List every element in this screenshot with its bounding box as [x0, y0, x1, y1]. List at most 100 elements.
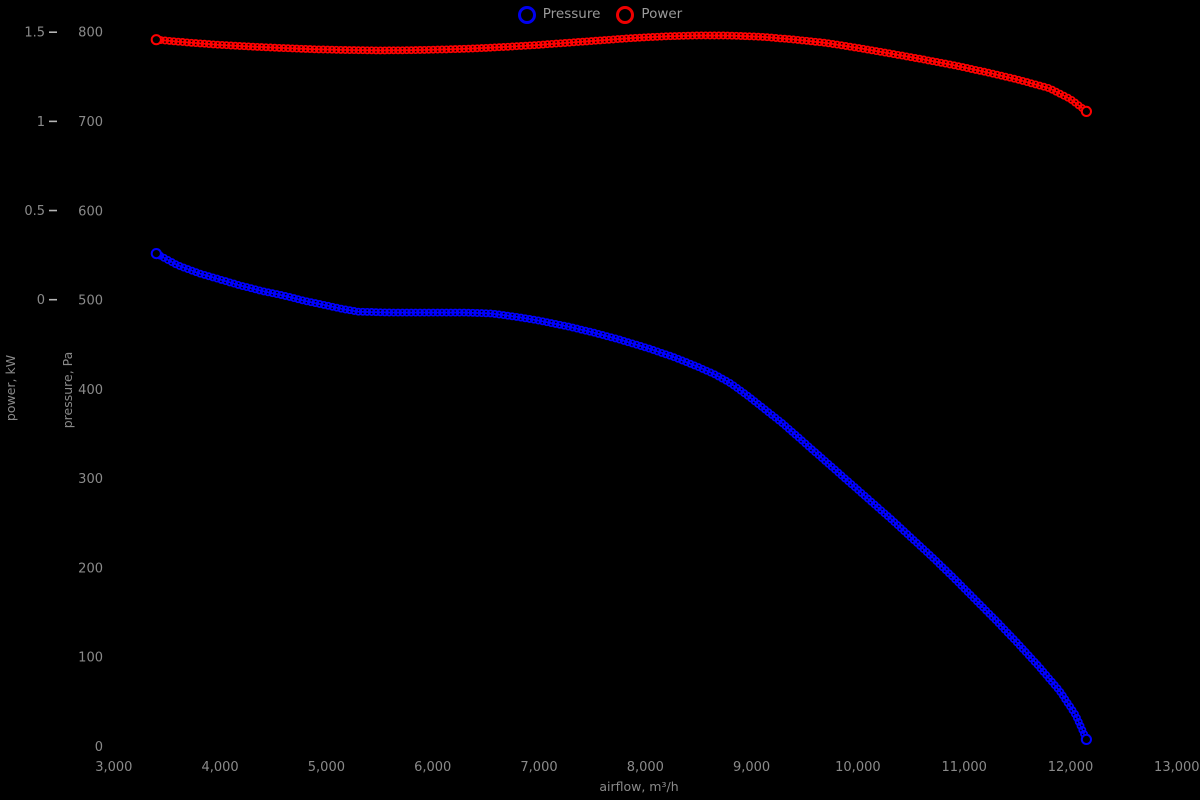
power-series-marker — [967, 65, 976, 73]
power-series-marker — [231, 41, 240, 50]
power-series-marker — [662, 32, 670, 41]
pressure-series-marker — [1074, 717, 1083, 726]
power-series-marker — [776, 34, 785, 43]
power-series-marker — [358, 46, 367, 55]
power-series-marker — [482, 43, 490, 52]
power-series-marker — [719, 31, 728, 40]
power-series-marker — [380, 46, 389, 55]
power-series-marker — [785, 35, 793, 44]
power-series-marker — [314, 45, 323, 54]
power-series-marker — [609, 35, 618, 44]
pressure-axis-tick-label: 0 — [95, 740, 103, 755]
power-series-marker — [902, 52, 911, 61]
power-series-marker — [332, 45, 341, 54]
pressure-series-marker — [420, 308, 429, 317]
pressure-series-marker — [615, 335, 624, 344]
pressure-series-marker — [468, 308, 477, 317]
power-series-marker — [539, 40, 548, 49]
pressure-series-marker — [438, 308, 446, 317]
x-axis-tick-label: 8,000 — [627, 760, 664, 775]
x-axis-ticks: 3,000 4,000 5,000 6,000 7,000 8,000 9,000 10,00… — [95, 760, 1199, 775]
pressure-series-marker — [307, 298, 315, 307]
power-series-marker — [257, 43, 266, 52]
pressure-series-marker — [385, 308, 394, 317]
power-series-marker — [372, 46, 380, 55]
power-series-marker — [521, 41, 530, 50]
power-series-marker — [416, 46, 424, 54]
power-series-marker — [1018, 76, 1027, 85]
power-axis-ticks: 0 0.5 1 1.5 — [24, 26, 57, 308]
pressure-series-marker — [429, 308, 438, 317]
power-series-marker — [841, 42, 850, 50]
pressure-series-marker — [547, 319, 556, 328]
power-series-marker — [200, 39, 209, 48]
power-series-marker — [758, 32, 767, 41]
pressure-series-marker — [568, 323, 577, 332]
pressure-series-marker — [607, 333, 616, 342]
power-series-marker — [288, 44, 297, 53]
power-series-marker — [438, 45, 446, 54]
power-series-marker — [301, 44, 310, 53]
power-series-marker — [741, 32, 750, 41]
power-series-marker — [253, 42, 262, 51]
power-series-marker — [455, 45, 464, 53]
power-series-marker — [640, 33, 648, 42]
pressure-series-marker — [337, 304, 346, 313]
pressure-series-marker — [555, 320, 564, 329]
power-series-marker — [997, 71, 1006, 80]
pressure-series-marker — [179, 263, 188, 272]
power-series-marker — [993, 70, 1002, 79]
power-series-marker — [591, 36, 600, 45]
pressure-series-marker — [192, 268, 201, 277]
pressure-series-marker — [1070, 709, 1079, 718]
power-series-marker — [754, 32, 763, 41]
pressure-series-marker — [328, 302, 337, 311]
power-series-marker — [477, 44, 486, 53]
pressure-series-marker — [694, 363, 703, 372]
power-series-marker — [240, 42, 249, 51]
power-series-marker — [1044, 83, 1053, 92]
power-series-marker — [165, 36, 174, 45]
power-series-marker — [723, 31, 732, 40]
power-series-marker — [950, 61, 959, 70]
power-series-marker — [226, 41, 235, 50]
power-series-marker — [376, 46, 385, 55]
power-series-marker — [945, 60, 954, 69]
power-series-marker — [204, 40, 213, 49]
power-series-marker — [806, 37, 815, 46]
power-series-marker — [1023, 78, 1031, 87]
pressure-series-marker — [690, 361, 699, 370]
pressure-series-marker — [319, 300, 328, 309]
power-axis-tick-label: 0.5 — [24, 204, 45, 219]
power-series-marker — [863, 45, 872, 54]
power-series-marker — [209, 40, 218, 49]
power-series-marker — [828, 40, 837, 48]
pressure-series-marker — [674, 354, 683, 363]
pressure-series-marker — [163, 256, 172, 264]
power-series-marker — [684, 31, 692, 40]
power-series-marker — [789, 35, 798, 44]
pressure-series-marker — [482, 309, 490, 318]
pressure-series-marker — [477, 309, 486, 318]
power-series-marker — [1048, 85, 1057, 94]
pressure-series-marker — [619, 336, 628, 345]
power-series-marker — [749, 32, 758, 41]
power-series-marker — [1014, 75, 1023, 84]
pressure-series-marker — [367, 308, 376, 316]
legend-item-pressure[interactable]: Pressure — [517, 6, 600, 24]
power-series — [150, 31, 1093, 118]
pressure-series-marker — [521, 314, 530, 323]
power-axis-title: power, kW — [3, 355, 18, 421]
power-series-marker — [975, 66, 984, 75]
legend-label-power: Power — [641, 6, 683, 23]
pressure-series-marker — [573, 324, 581, 333]
pressure-series-marker — [598, 331, 607, 339]
power-series-marker — [984, 68, 993, 77]
pressure-series-marker — [298, 296, 307, 305]
legend-item-power[interactable]: Power — [616, 6, 682, 24]
pressure-series-marker — [594, 329, 603, 338]
pressure-series-marker — [433, 308, 442, 317]
power-series-marker — [763, 33, 772, 42]
